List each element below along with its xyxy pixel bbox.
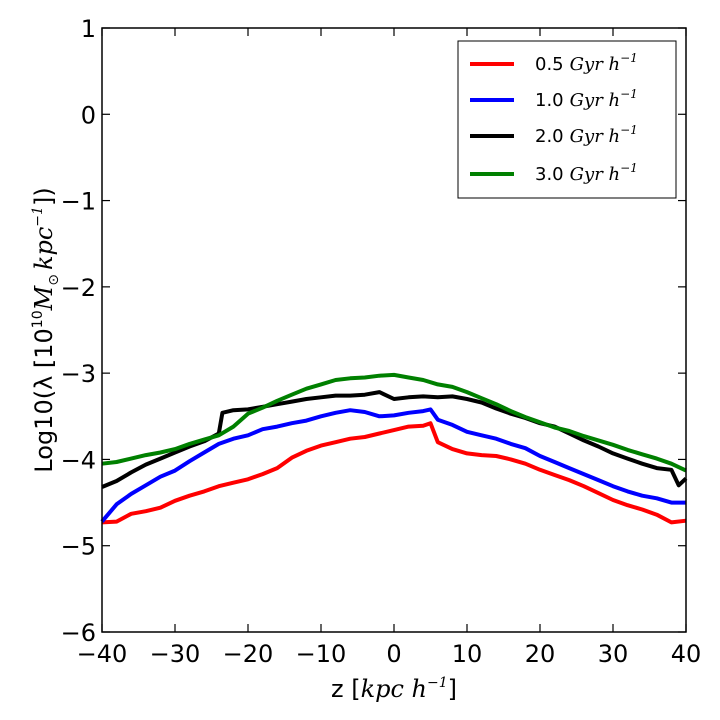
x-tick-label: −10 [296,640,347,668]
series-line-0 [101,421,687,525]
legend: 0.5 Gyr h−1 1.0 Gyr h−1 2.0 Gyr h−1 3.0 Gyr … [457,40,677,199]
y-tick-label: −5 [61,533,96,561]
legend-label-2: 2.0 Gyr h−1 [535,123,638,147]
y-tick-label: 0 [81,101,96,129]
legend-label-3: 3.0 Gyr h−1 [535,161,638,185]
y-tick-label: −1 [61,188,96,216]
y-axis-title: Log10(λ [1010M⊙kpc−1]) [30,187,62,472]
y-tick-label: −6 [61,619,96,647]
x-tick-label: 20 [525,640,556,668]
x-tick-label: 0 [386,640,401,668]
x-tick-label: 30 [598,640,629,668]
legend-label-1: 1.0 Gyr h−1 [535,87,638,111]
y-tick-label: −4 [61,446,96,474]
series-line-1 [100,407,686,523]
y-tick-label: 1 [81,15,96,43]
series-line-3 [101,372,687,473]
x-tick-label: −30 [150,640,201,668]
y-tick-label: −2 [61,274,96,302]
legend-label-0: 0.5 Gyr h−1 [535,51,638,75]
tick-layer: −40 −30 −20 −10 0 10 20 30 40−6−5−4−3−2−101 [61,15,702,668]
x-tick-label: 40 [671,640,702,668]
x-tick-label: 10 [452,640,483,668]
x-tick-label: −20 [223,640,274,668]
legend-box [457,40,677,199]
y-tick-label: −3 [61,360,96,388]
x-axis-title: z [kpc h−1] [331,675,457,703]
x-tick-label: −40 [77,640,128,668]
series-layer [100,372,688,525]
